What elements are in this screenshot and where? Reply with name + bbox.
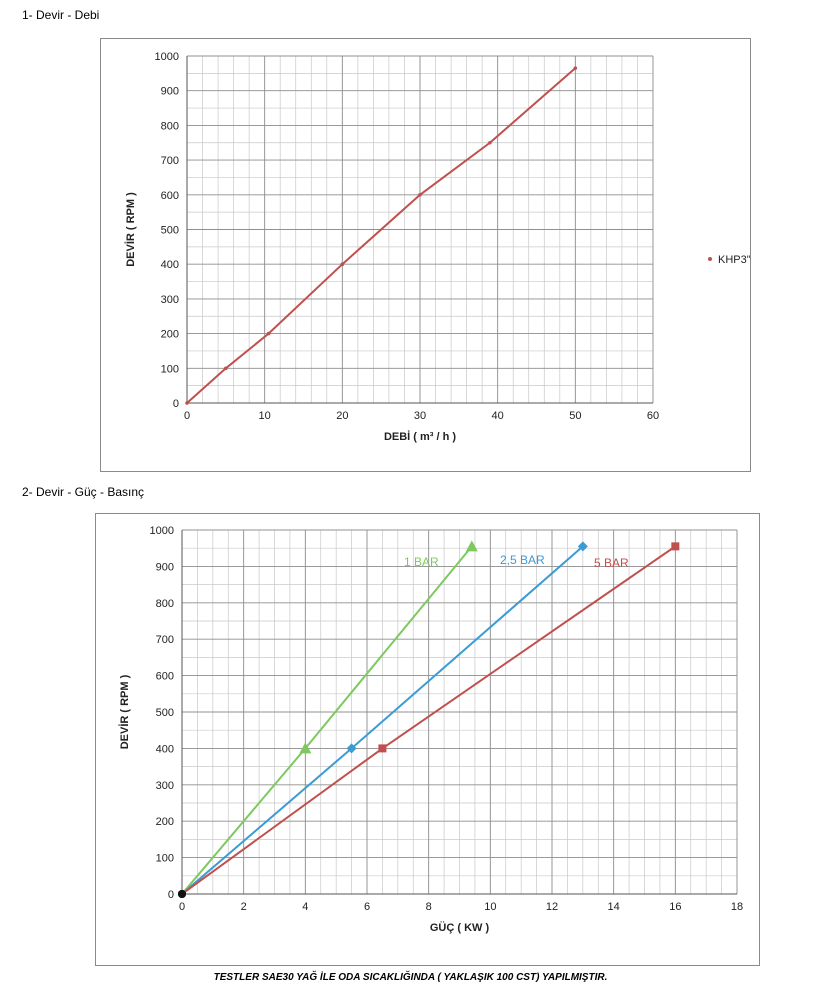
y-tick-label: 300	[156, 780, 174, 792]
chart-1: 0 10 20 30 40 50 60010020030040050060070080090…	[124, 51, 751, 443]
y-tick-label: 900	[161, 86, 179, 98]
y-tick-label: 700	[161, 155, 179, 167]
x-tick-label: 60	[647, 410, 659, 422]
series-label: 2,5 BAR	[500, 553, 545, 567]
x-tick-label: 12	[546, 901, 558, 913]
x-tick-label: 8	[426, 901, 432, 913]
y-tick-label: 400	[161, 259, 179, 271]
y-tick-label: 500	[156, 707, 174, 719]
x-tick-label: 0	[184, 410, 190, 422]
footer-note: TESTLER SAE30 YAĞ İLE ODA SICAKLIĞINDA (…	[213, 972, 608, 983]
data-point	[465, 540, 478, 552]
y-tick-label: 800	[161, 120, 179, 132]
data-point	[346, 743, 357, 754]
x-tick-label: 4	[302, 901, 308, 913]
data-point-origin	[178, 890, 186, 898]
series-line	[186, 67, 576, 404]
data-point	[418, 193, 422, 197]
y-tick-label: 300	[161, 294, 179, 306]
x-tick-label: 50	[569, 410, 581, 422]
y-tick-label: 400	[156, 743, 174, 755]
data-point	[185, 401, 189, 405]
y-tick-label: 100	[161, 363, 179, 375]
x-axis-title: GÜÇ ( KW )	[430, 921, 490, 934]
data-point	[488, 140, 492, 145]
data-point	[671, 542, 680, 551]
data-point	[340, 262, 345, 266]
x-tick-label: 18	[731, 901, 743, 913]
y-tick-label: 700	[156, 634, 174, 646]
chart-1-frame: 0 10 20 30 40 50 60 0 100 200 300 400 500 600 700 800 90…	[100, 38, 751, 472]
x-tick-label: 20	[336, 410, 348, 422]
data-point	[224, 366, 228, 371]
chart-2-frame: 0 2 4 6 8 10 12 14 16 18 0 100 200 300 400 500 600 700 800…	[95, 513, 760, 966]
y-axis-title: DEVİR ( RPM )	[118, 674, 131, 749]
x-axis-title: DEBİ ( m³ / h )	[384, 430, 456, 443]
x-tick-label: 6	[364, 901, 370, 913]
y-tick-label: 1000	[155, 51, 179, 63]
x-tick-label: 10	[259, 410, 271, 422]
y-tick-label: 0	[173, 398, 179, 410]
x-tick-label: 2	[241, 901, 247, 913]
x-tick-label: 30	[414, 410, 426, 422]
y-tick-label: 100	[156, 853, 174, 865]
y-tick-label: 900	[156, 561, 174, 573]
series-label: 1 BAR	[404, 555, 439, 569]
section-1-title: 1- Devir - Debi	[22, 8, 100, 22]
legend-marker	[708, 257, 712, 261]
x-tick-label: 14	[608, 901, 620, 913]
data-point	[378, 744, 387, 753]
y-tick-label: 500	[161, 225, 179, 237]
section-2-title: 2- Devir - Güç - Basınç	[22, 485, 145, 499]
x-tick-label: 0	[179, 901, 185, 913]
data-point	[577, 541, 588, 552]
y-tick-label: 1000	[150, 525, 174, 537]
data-point	[573, 66, 578, 70]
y-tick-label: 200	[156, 816, 174, 828]
data-point	[266, 331, 271, 336]
y-tick-label: 600	[161, 190, 179, 202]
x-tick-label: 40	[492, 410, 504, 422]
x-tick-label: 16	[669, 901, 681, 913]
y-tick-label: 800	[156, 598, 174, 610]
y-axis-title: DEVİR ( RPM )	[124, 192, 137, 267]
y-tick-label: 0	[168, 889, 174, 901]
series-label: 5 BAR	[594, 556, 629, 570]
legend-label: KHP3"	[718, 254, 750, 266]
y-tick-label: 200	[161, 329, 179, 341]
chart-2: 0 2 4 6 8 10 12 14 16 18 0 100 200 300 400 500 600 700 800…	[118, 525, 743, 934]
x-tick-label: 10	[484, 901, 496, 913]
y-tick-label: 600	[156, 671, 174, 683]
data-point	[299, 742, 312, 754]
